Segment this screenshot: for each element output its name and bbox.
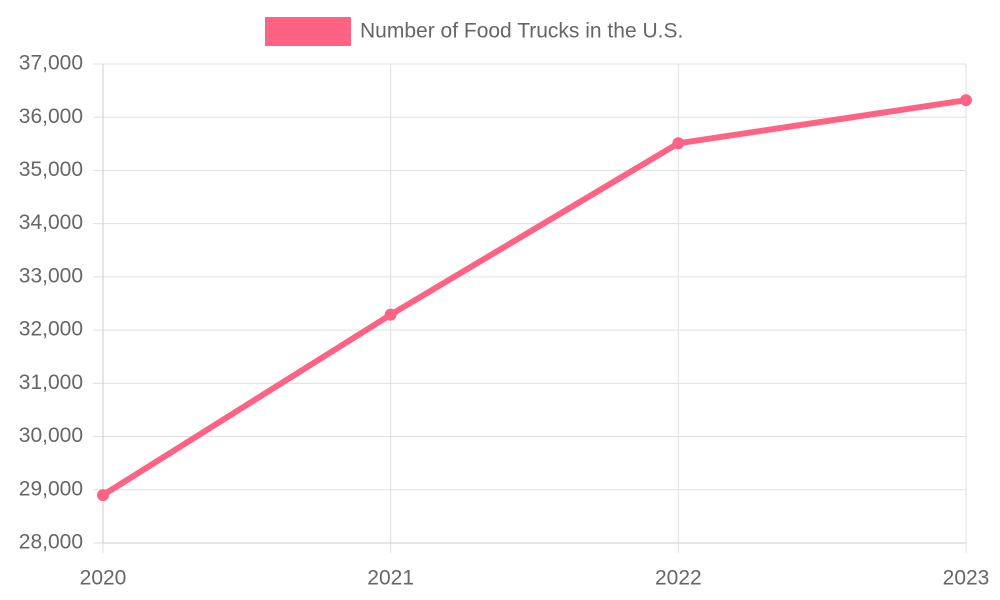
data-point [672, 137, 685, 150]
legend-label: Number of Food Trucks in the U.S. [360, 20, 683, 43]
y-tick-label: 35,000 [19, 158, 83, 181]
x-tick-label: 2022 [655, 567, 702, 590]
x-tick-label: 2020 [80, 567, 127, 590]
y-tick-label: 28,000 [19, 531, 83, 554]
x-tick-label: 2021 [367, 567, 414, 590]
y-tick-label: 37,000 [19, 52, 83, 75]
x-tick-label: 2023 [943, 567, 990, 590]
data-point [384, 308, 397, 321]
data-line [101, 97, 967, 498]
y-tick-label: 31,000 [19, 371, 83, 394]
legend-swatch [265, 17, 351, 46]
y-tick-label: 34,000 [19, 211, 83, 234]
data-point [960, 94, 972, 107]
y-tick-label: 36,000 [19, 105, 83, 128]
y-tick-label: 30,000 [19, 424, 83, 447]
y-tick-label: 29,000 [19, 477, 83, 500]
y-tick-label: 33,000 [19, 264, 83, 287]
data-point [97, 489, 109, 502]
y-tick-label: 32,000 [19, 318, 83, 341]
